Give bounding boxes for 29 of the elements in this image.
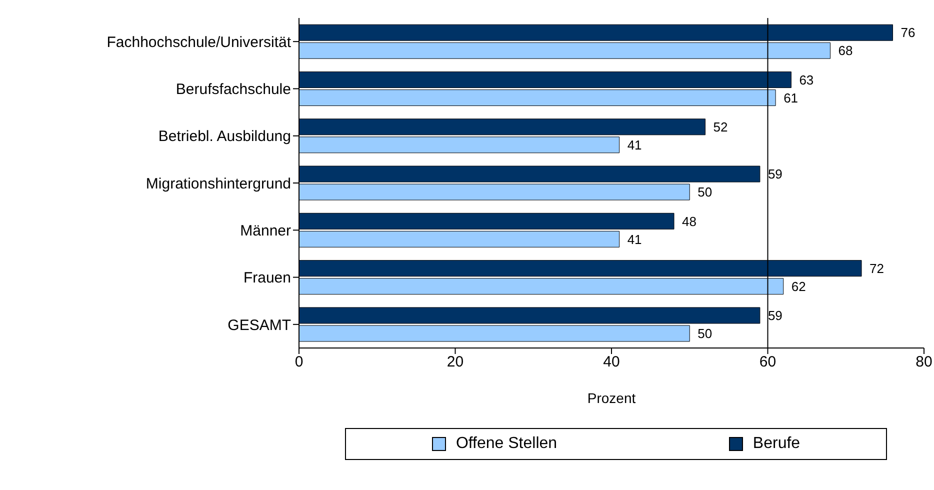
y-tick-label: Berufsfachschule — [176, 81, 291, 98]
data-label: 63 — [799, 72, 814, 88]
data-label: 41 — [627, 138, 642, 152]
legend-label: Berufe — [752, 435, 800, 453]
legend-label: Offene Stellen — [454, 435, 558, 453]
data-label: 61 — [784, 90, 798, 106]
data-label: 50 — [698, 326, 712, 342]
y-tick-label: Betriebl. Ausbildung — [158, 128, 291, 146]
data-label: 59 — [768, 166, 782, 182]
data-label: 48 — [682, 214, 696, 229]
data-label: 50 — [698, 184, 712, 200]
data-label: 41 — [627, 232, 642, 247]
x-tick-label: 20 — [446, 354, 464, 371]
x-tick-label: 0 — [294, 354, 304, 371]
data-label: 68 — [838, 43, 853, 58]
x-tick-label: 60 — [759, 354, 776, 371]
y-tick-label: GESAMT — [228, 316, 291, 334]
data-label: 62 — [791, 278, 806, 294]
y-tick-label: Frauen — [243, 270, 291, 287]
data-label: 52 — [713, 120, 728, 134]
y-tick-label: Männer — [240, 222, 292, 240]
y-tick-label: Fachhochschule/Universität — [106, 34, 292, 51]
y-tick-label: Migrationshintergrund — [146, 175, 291, 192]
x-axis-title: Prozent — [587, 390, 636, 406]
data-label: 72 — [870, 260, 884, 276]
data-label: 76 — [900, 25, 916, 40]
x-tick-label: 80 — [916, 354, 932, 371]
x-tick-label: 40 — [603, 354, 620, 371]
data-label: 59 — [768, 308, 782, 324]
